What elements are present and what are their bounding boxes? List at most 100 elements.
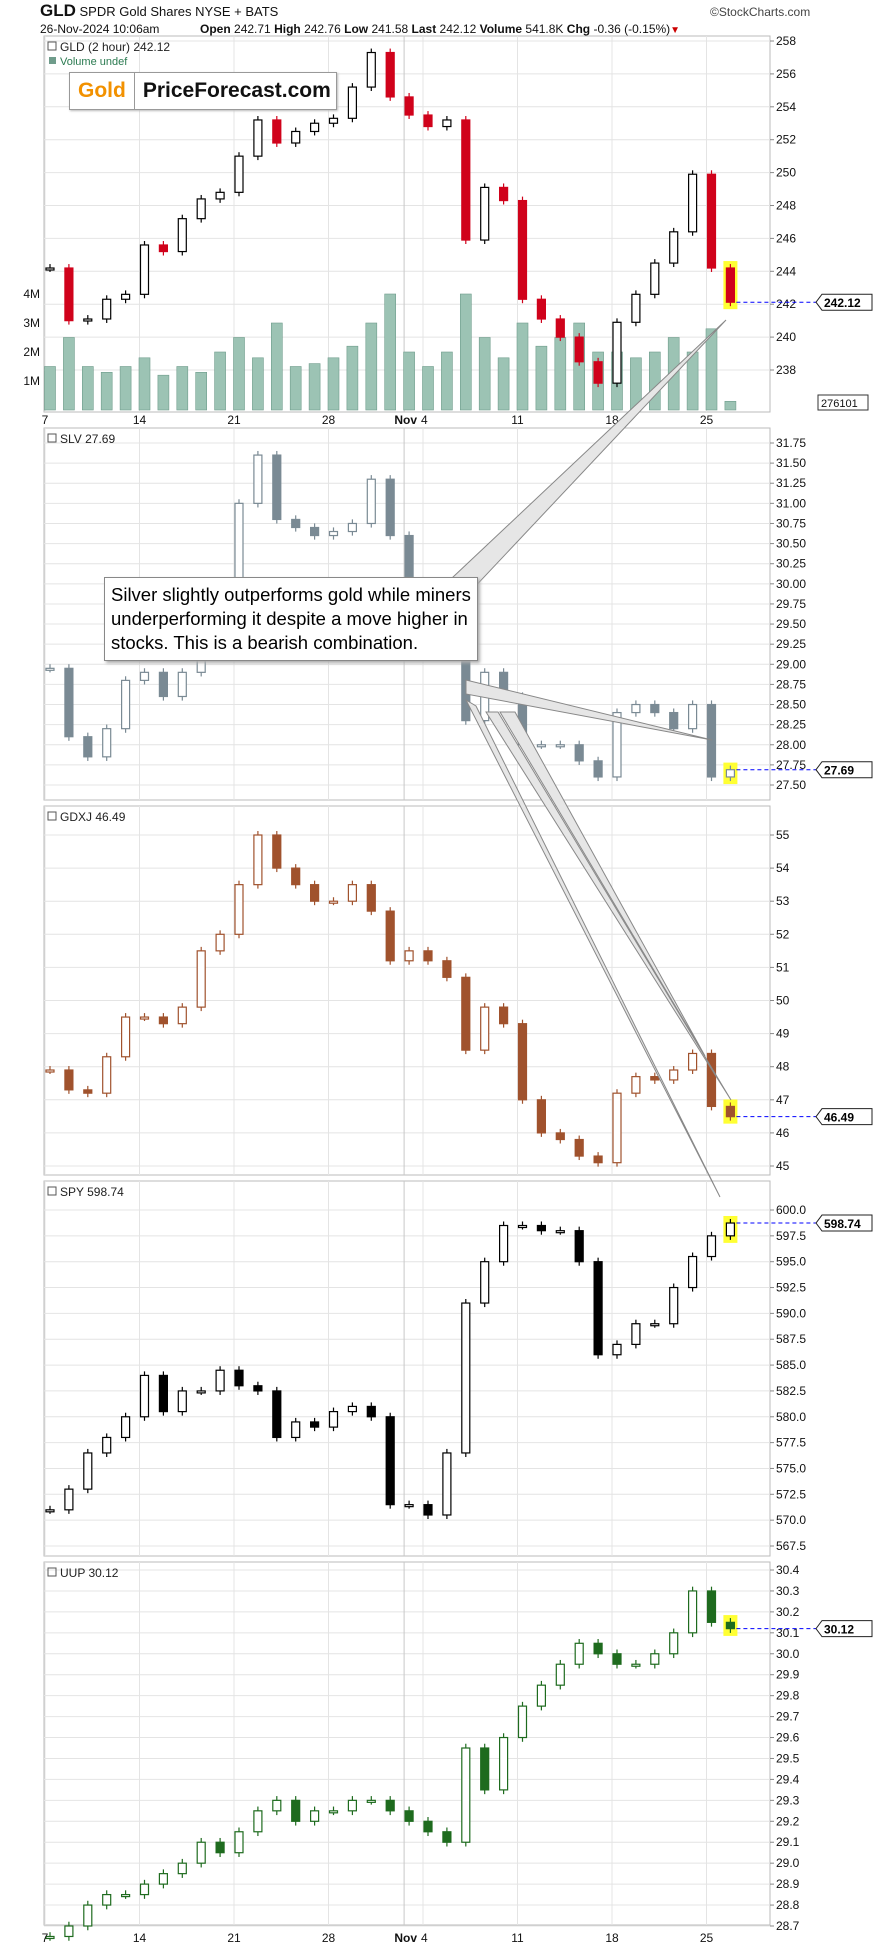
gld-candle-body — [139, 244, 150, 295]
volume-bar — [384, 293, 397, 411]
volume-bar — [497, 357, 510, 411]
slv-y-tick-label: 29.00 — [776, 657, 806, 671]
spy-legend: SPY 598.74 — [60, 1185, 124, 1199]
uup-candle-body — [291, 1799, 301, 1822]
gdxj-plot-area — [43, 805, 771, 1176]
spy-y-tick-label: 575.0 — [776, 1461, 806, 1475]
gld-y-tick-label: 250 — [776, 166, 796, 180]
slv-candle-body — [120, 679, 131, 730]
gdxj-candle-body — [517, 1023, 528, 1101]
volume-value: 541.8K — [525, 22, 564, 36]
gdxj-y-tick-label: 45 — [776, 1159, 790, 1173]
uup-candle-body — [517, 1705, 528, 1739]
gld-y-tick-label: 246 — [776, 231, 796, 245]
spy-y-tick-label: 600.0 — [776, 1203, 806, 1217]
spy-candle-body — [687, 1255, 698, 1289]
slv-candle-body — [706, 703, 717, 778]
gld-y-tick-label: 242 — [776, 297, 796, 311]
uup-candle-body — [555, 1663, 565, 1686]
slv-last-label: 27.69 — [824, 764, 854, 778]
bottom-x-tick-label: Nov — [394, 1931, 417, 1945]
spy-candle-body — [177, 1390, 187, 1413]
bottom-x-tick-label: 14 — [133, 1931, 147, 1945]
gld-x-tick-label: 11 — [511, 413, 524, 427]
gdxj-candle-body — [64, 1069, 74, 1091]
uup-candle-body — [366, 1799, 376, 1803]
slv-candle-body — [272, 454, 282, 521]
slv-candle-body — [725, 769, 736, 778]
slv-candle-body — [385, 478, 395, 537]
gld-candle-body — [593, 361, 603, 384]
slv-y-tick-label: 28.00 — [776, 738, 806, 752]
gld-candle-body — [347, 86, 357, 119]
gld-candle-body — [536, 298, 547, 320]
slv-candle-body — [593, 760, 603, 778]
spy-legend-icon — [47, 1186, 57, 1196]
high-value: 242.76 — [304, 22, 341, 36]
uup-y-tick-label: 29.8 — [776, 1689, 800, 1703]
volume-bar — [82, 366, 94, 411]
gld-candle-body — [669, 231, 679, 264]
uup-y-tick-label: 28.9 — [776, 1877, 800, 1891]
gld-candle-body — [687, 173, 698, 233]
uup-y-tick-label: 30.2 — [776, 1605, 800, 1619]
spy-candle-body — [120, 1416, 131, 1439]
volume-bar — [308, 363, 321, 411]
uup-candle-body — [158, 1873, 168, 1885]
uup-candle-body — [215, 1841, 225, 1854]
slv-y-tick-label: 28.25 — [776, 718, 806, 732]
gdxj-candle-body — [328, 900, 339, 904]
gdxj-candle-body — [687, 1052, 698, 1071]
slv-y-tick-label: 29.50 — [776, 617, 806, 631]
slv-candle-body — [650, 703, 660, 714]
gld-x-tick-label: 14 — [133, 413, 147, 427]
gdxj-candle-body — [669, 1069, 679, 1081]
uup-candle-body — [480, 1747, 490, 1791]
uup-candle-body — [687, 1590, 698, 1634]
volume-bar — [478, 337, 491, 411]
spy-candle-body — [461, 1302, 471, 1454]
gdxj-candle-body — [366, 884, 376, 912]
gdxj-candle-body — [461, 976, 471, 1051]
spy-candle-body — [272, 1390, 282, 1439]
spy-candle-body — [725, 1222, 736, 1237]
slv-candle-body — [64, 667, 74, 738]
gdxj-candle-body — [196, 950, 206, 1008]
gld-candle-body — [461, 119, 471, 241]
callout-pointer — [464, 698, 721, 1198]
gdxj-candle-body — [234, 884, 244, 935]
gdxj-candle-body — [480, 1006, 490, 1051]
uup-y-tick-label: 29.5 — [776, 1751, 800, 1765]
volume-bar — [176, 366, 189, 411]
gld-last-box — [815, 293, 873, 311]
slv-y-tick-label: 27.75 — [776, 758, 806, 772]
gld-x-tick-label: 4 — [421, 413, 428, 427]
gld-candle-body — [725, 267, 736, 303]
gld-candle-body — [366, 51, 376, 88]
uup-candle-body — [83, 1904, 93, 1927]
gdxj-last-label: 46.49 — [824, 1111, 854, 1125]
volume-last-label: 276101 — [821, 398, 858, 410]
bottom-x-tick-label: 7 — [42, 1931, 49, 1945]
uup-legend: UUP 30.12 — [60, 1566, 119, 1580]
volume-tick-label: 4M — [23, 287, 40, 301]
callout-pointer — [485, 711, 732, 1101]
uup-candle-body — [423, 1820, 433, 1833]
slv-candle-body — [45, 667, 55, 671]
volume-bar — [157, 374, 170, 411]
gld-candle-body — [499, 186, 509, 202]
volume-bar — [100, 371, 113, 411]
uup-candle-body — [64, 1925, 74, 1938]
uup-y-tick-label: 30.4 — [776, 1563, 800, 1577]
volume-tick-label: 2M — [23, 345, 40, 359]
slv-candle-body — [536, 744, 547, 748]
volume-tick-label: 1M — [23, 374, 40, 388]
logo-site: PriceForecast.com — [142, 79, 331, 102]
spy-candle-body — [139, 1374, 150, 1418]
gdxj-candle-body — [423, 950, 433, 962]
volume-bar — [686, 351, 699, 411]
spy-candle-body — [423, 1504, 433, 1516]
spy-candle-body — [102, 1436, 112, 1454]
logo: Gold PriceForecast.com — [69, 72, 337, 110]
spy-candle-body — [291, 1421, 301, 1439]
